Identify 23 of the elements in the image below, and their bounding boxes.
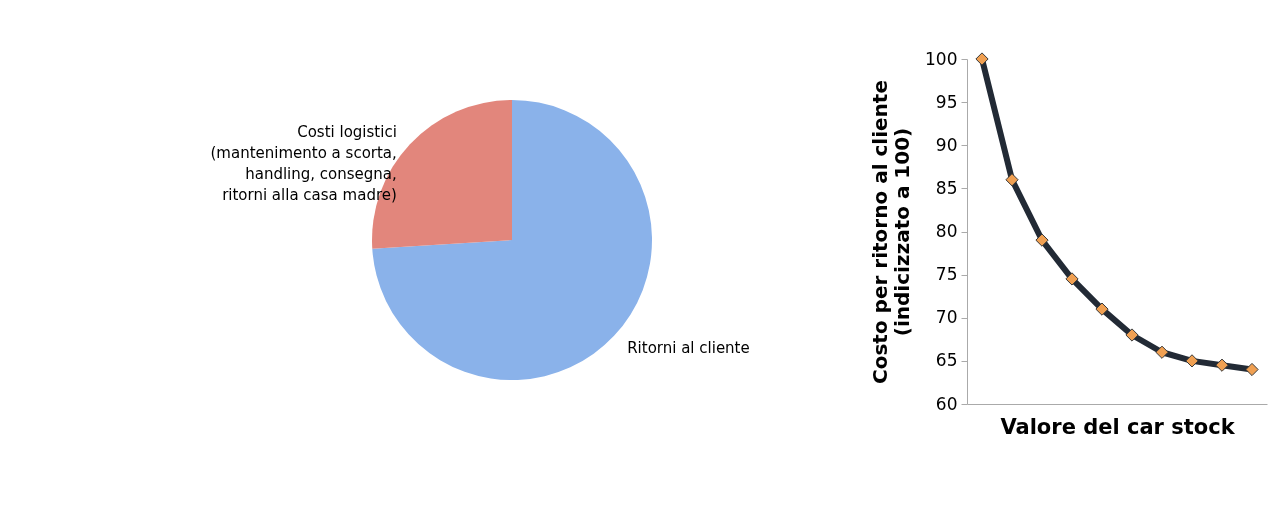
point <box>1095 302 1109 316</box>
point <box>1215 358 1229 372</box>
point <box>1155 345 1169 359</box>
point <box>1185 354 1199 368</box>
y-tick-label: 90 <box>935 134 958 155</box>
y-tick-label: 80 <box>935 221 958 241</box>
point <box>1035 233 1049 247</box>
y-tick-label: 65 <box>935 350 958 371</box>
slice-label: Ritorni al cliente <box>627 339 750 358</box>
y-tick-label: 70 <box>935 307 958 328</box>
x-axis-title: Valore del car stock <box>1000 414 1236 439</box>
y-tick-label: 85 <box>935 177 958 198</box>
slice-label: Costi logistici (mantenimento a scorta, handling, consegna, ritorni alla casa madre) <box>210 122 397 204</box>
y-tick-label: 75 <box>935 264 958 285</box>
y-tick-label: 100 <box>925 48 958 69</box>
y-tick-label: 95 <box>935 91 958 112</box>
point <box>1245 362 1259 377</box>
y-axis-title: Costo per ritorno al cliente (indicizzato a 100) <box>868 80 915 384</box>
point <box>1125 328 1139 342</box>
point <box>975 52 989 66</box>
point <box>1005 173 1019 187</box>
point <box>1065 272 1079 286</box>
y-tick-label: 60 <box>935 393 958 414</box>
